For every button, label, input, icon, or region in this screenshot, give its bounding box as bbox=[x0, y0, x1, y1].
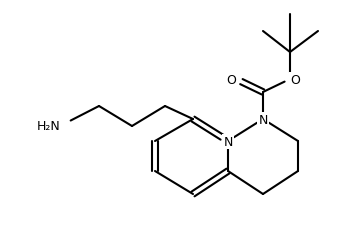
Text: N: N bbox=[258, 113, 268, 126]
Text: N: N bbox=[223, 135, 233, 148]
Text: H₂N: H₂N bbox=[36, 120, 60, 133]
Text: O: O bbox=[226, 73, 236, 86]
Text: O: O bbox=[290, 73, 300, 86]
